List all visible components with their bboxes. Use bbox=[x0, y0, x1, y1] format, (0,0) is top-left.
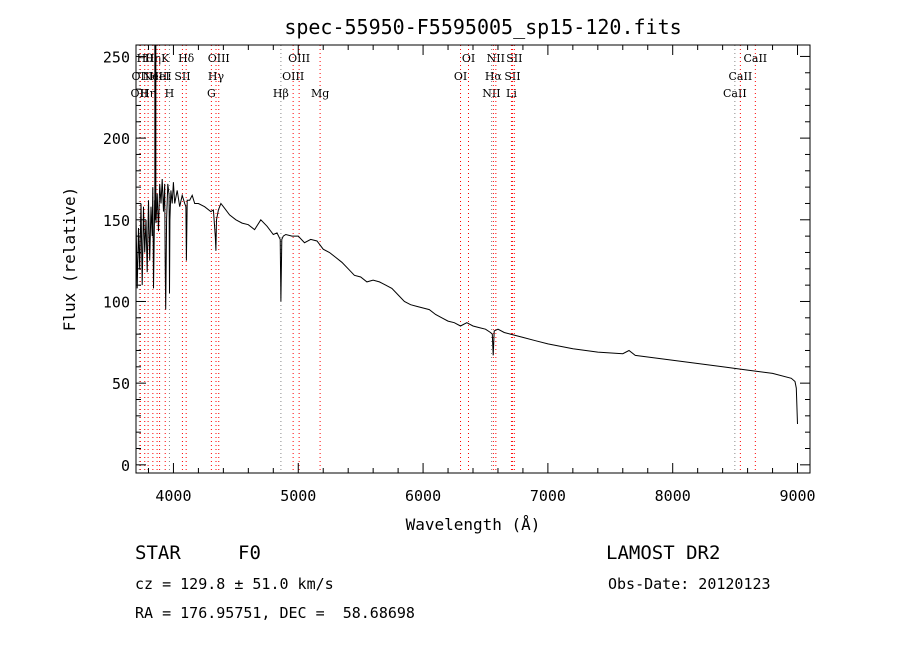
obs-date: Obs-Date: 20120123 bbox=[608, 575, 771, 593]
spectral-line-label: OIII bbox=[282, 70, 304, 83]
x-tick-label: 4000 bbox=[155, 487, 191, 505]
spectral-line-label: NII bbox=[482, 87, 500, 100]
spectral-line-label: NeIII bbox=[143, 70, 172, 83]
chart-title: spec-55950-F5595005_sp15-120.fits bbox=[284, 15, 681, 39]
spectral-line-label: CaII bbox=[729, 70, 753, 83]
spectral-line-label: SII bbox=[504, 70, 520, 83]
y-tick-label: 150 bbox=[103, 212, 130, 230]
plot-frame bbox=[135, 44, 811, 474]
spectral-line-label: Hθ bbox=[137, 52, 154, 65]
y-tick-label: 250 bbox=[103, 48, 130, 66]
spectral-line-label: Hβ bbox=[273, 87, 289, 100]
spectral-line-label: K bbox=[161, 52, 170, 65]
spectral-line-label: SII bbox=[174, 70, 190, 83]
y-tick-label: 200 bbox=[103, 130, 130, 148]
spectral-line-label: H bbox=[165, 87, 175, 100]
spectral-line-label: OII bbox=[131, 87, 149, 100]
spectral-line-label: Hη bbox=[145, 52, 161, 65]
spectral-line-label: OIII bbox=[208, 52, 230, 65]
redshift-info: cz = 129.8 ± 51.0 km/s bbox=[135, 575, 334, 593]
x-tick-label: 7000 bbox=[530, 487, 566, 505]
x-tick-label: 8000 bbox=[655, 487, 691, 505]
y-axis-label: Flux (relative) bbox=[60, 187, 79, 332]
survey-label: LAMOST DR2 bbox=[606, 542, 721, 564]
coordinates: RA = 176.95751, DEC = 58.68698 bbox=[135, 604, 415, 622]
spectral-line-label: OI bbox=[454, 70, 467, 83]
spectral-line-label: G bbox=[207, 87, 216, 100]
spectral-subclass: F0 bbox=[238, 542, 261, 564]
spectral-line-label: Hα bbox=[485, 70, 503, 83]
spectral-line-label: Hγ bbox=[208, 70, 225, 83]
x-tick-label: 5000 bbox=[280, 487, 316, 505]
spectral-line-label: OI bbox=[462, 52, 475, 65]
y-tick-label: 0 bbox=[121, 457, 130, 475]
spectral-line-label: CaII bbox=[743, 52, 767, 65]
spectral-line-label: Hδ bbox=[178, 52, 195, 65]
x-axis-label: Wavelength (Å) bbox=[406, 515, 541, 534]
spectral-line-label: Li bbox=[506, 87, 517, 100]
spectrum-series-line bbox=[135, 178, 798, 425]
x-tick-label: 9000 bbox=[779, 487, 815, 505]
spectral-line-label: OIII bbox=[288, 52, 310, 65]
spectral-line-label: Mg bbox=[311, 87, 329, 100]
object-class: STAR bbox=[135, 542, 181, 564]
spectral-line-label: SII bbox=[506, 52, 522, 65]
y-tick-label: 100 bbox=[103, 293, 130, 311]
spectral-line-label: Hη bbox=[140, 87, 156, 100]
spectral-line-label: CaII bbox=[723, 87, 747, 100]
spectral-line-label: HeI bbox=[149, 70, 169, 83]
x-tick-label: 6000 bbox=[405, 487, 441, 505]
spectral-line-label: NII bbox=[487, 52, 505, 65]
y-tick-label: 50 bbox=[112, 375, 130, 393]
